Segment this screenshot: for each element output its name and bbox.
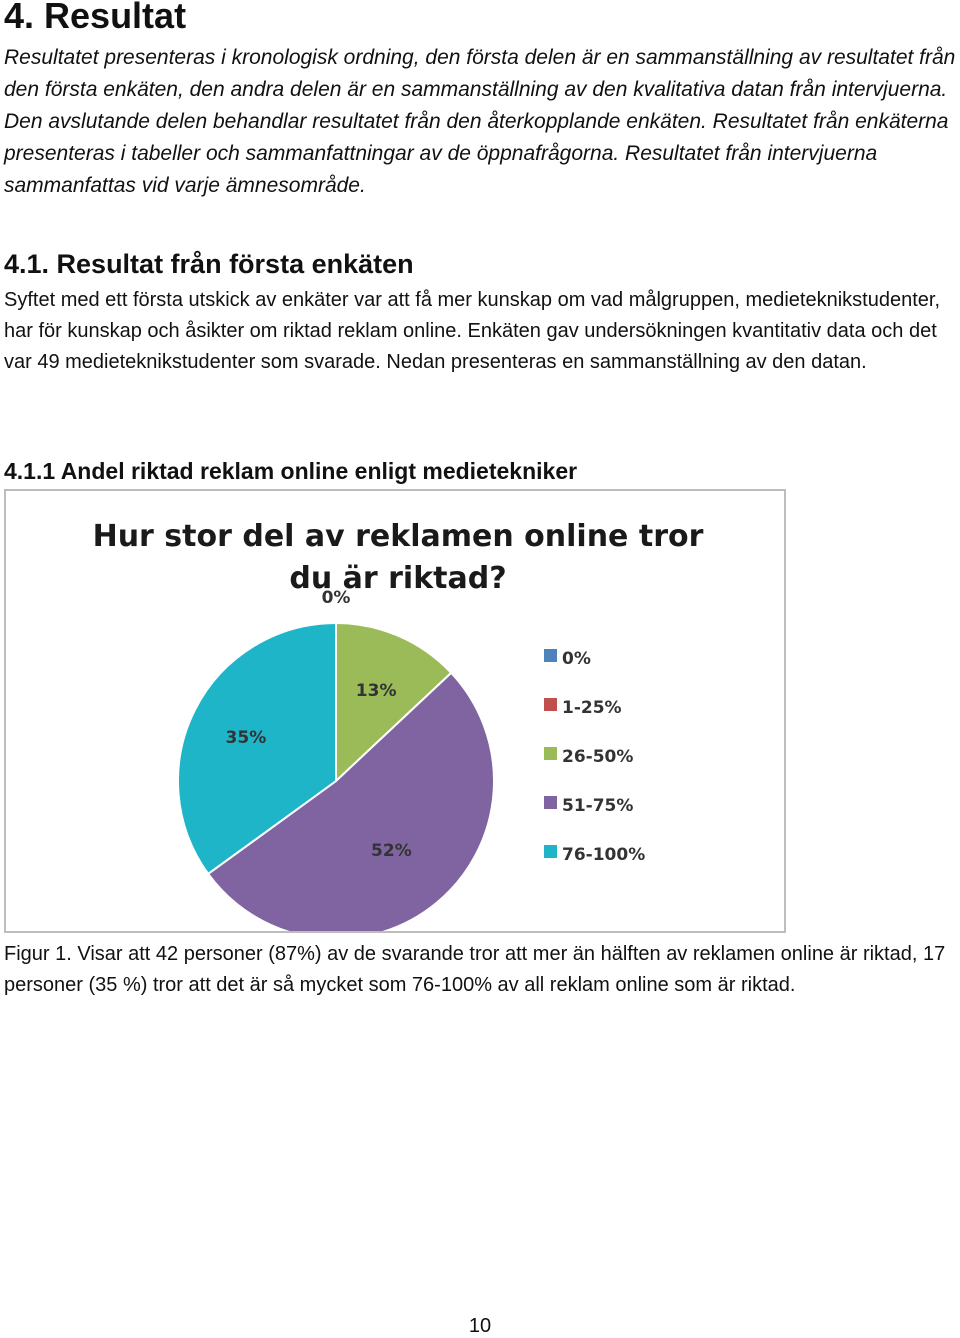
page-number: 10	[468, 1315, 492, 1337]
section-title: 4. Resultat	[4, 0, 187, 36]
pie-slice-26-50	[335, 621, 453, 784]
data-label-0-pct: 0%	[322, 588, 351, 608]
pie-chart: Hur stor del av reklamen online tror du …	[93, 519, 704, 931]
pie-slices	[177, 621, 495, 931]
legend-swatch	[544, 698, 557, 711]
chart-title-line-2: du är riktad?	[289, 561, 506, 596]
legend-label: 51-75%	[562, 796, 633, 816]
legend-swatch	[544, 796, 557, 809]
figure-caption: Figur 1. Visar att 42 personer (87%) av …	[4, 943, 946, 996]
legend-label: 1-25%	[562, 698, 622, 718]
intro-paragraph: Resultatet presenteras i kronologisk ord…	[4, 46, 956, 197]
figure-heading: 4.1.1 Andel riktad reklam online enligt …	[4, 458, 578, 484]
legend-label: 76-100%	[562, 845, 645, 865]
chart-legend: 0% 1-25% 26-50% 51-75% 76-100%	[544, 649, 645, 865]
data-label-35-pct: 35%	[226, 728, 267, 748]
legend-swatch	[544, 747, 557, 760]
data-label-52-pct: 52%	[371, 841, 412, 861]
legend-label: 26-50%	[562, 747, 633, 767]
data-label-13-pct: 13%	[356, 681, 397, 701]
chart-title-line-1: Hur stor del av reklamen online tror	[93, 519, 704, 554]
subsection-title: 4.1. Resultat från första enkäten	[4, 249, 414, 279]
pie-data-labels: 0% 13% 52% 35%	[226, 588, 412, 861]
pie-slice-51-75	[206, 671, 495, 931]
pie-slice-76-100	[177, 621, 337, 876]
pie-chart-frame: Hur stor del av reklamen online tror du …	[4, 489, 786, 933]
subsection-body: Syftet med ett första utskick av enkäter…	[4, 289, 941, 373]
legend-label: 0%	[562, 649, 591, 669]
legend-swatch	[544, 649, 557, 662]
legend-swatch	[544, 845, 557, 858]
